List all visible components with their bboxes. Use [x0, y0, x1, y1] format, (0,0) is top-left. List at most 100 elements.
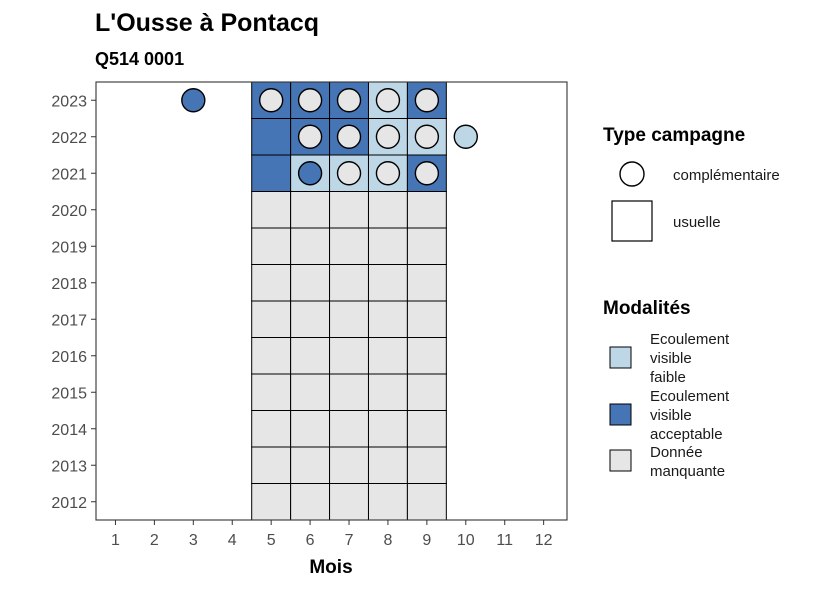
tile-2016-9: [406, 337, 447, 375]
y-tick-label-2012: 2012: [51, 495, 87, 512]
tile-2015-5: [251, 373, 292, 411]
legend-modalites-title: Modalités: [603, 298, 691, 319]
tile-2019-9: [406, 227, 447, 265]
tile-2016-8: [367, 337, 408, 375]
tile-2014-5: [251, 410, 292, 448]
point-2023-7: [336, 88, 362, 113]
tile-2013-9: [406, 446, 447, 484]
point-2023-6: [297, 88, 323, 113]
x-tick-label-12: 12: [535, 532, 553, 549]
chart-title: L'Ousse à Pontacq: [95, 9, 319, 37]
point-2021-6: [297, 161, 323, 186]
x-tick-label-9: 9: [422, 532, 431, 549]
tile-2022-5: [251, 118, 292, 156]
tile-2015-9: [406, 373, 447, 411]
tile-2012-5: [251, 483, 292, 521]
point-2021-9: [414, 161, 440, 186]
tile-2015-7: [329, 373, 369, 411]
tile-2014-6: [290, 410, 331, 448]
y-tick-label-2017: 2017: [51, 312, 87, 329]
tile-2016-5: [251, 337, 292, 375]
tile-2020-5: [251, 191, 292, 229]
tile-2020-8: [367, 191, 408, 229]
legend-type-title: Type campagne: [603, 125, 745, 146]
tile-2015-8: [367, 373, 408, 411]
y-tick-label-2022: 2022: [51, 130, 87, 147]
legend-manquante-line2: manquante: [650, 463, 725, 480]
tile-2021-5: [251, 154, 292, 192]
tile-2019-6: [290, 227, 331, 265]
tile-2014-8: [367, 410, 408, 448]
point-2021-7: [336, 161, 362, 186]
plot-area: [95, 81, 568, 521]
legend-acceptable-line1: Ecoulement: [650, 388, 730, 405]
tile-2013-8: [367, 446, 408, 484]
y-tick-label-2019: 2019: [51, 239, 87, 256]
x-tick-label-7: 7: [345, 532, 354, 549]
legend-faible-line2: visible: [650, 350, 692, 367]
x-axis: 1 2 3 4 5 6 7 8 9 10 11 12: [111, 520, 553, 549]
x-axis-title: Mois: [309, 557, 352, 578]
tile-2018-7: [329, 264, 369, 302]
x-tick-label-2: 2: [150, 532, 159, 549]
point-2021-8: [375, 161, 401, 186]
legend-modalites: Modalités Ecoulement visible faible Ecou…: [603, 298, 730, 480]
tile-2020-9: [406, 191, 447, 229]
tile-2016-7: [329, 337, 369, 375]
tile-2017-5: [251, 300, 292, 338]
legend-acceptable-swatch: [609, 403, 632, 426]
x-tick-label-6: 6: [306, 532, 315, 549]
legend-manquante-line1: Donnée: [650, 444, 703, 461]
legend-acceptable-line2: visible: [650, 407, 692, 424]
tile-2015-6: [290, 373, 331, 411]
point-2022-9: [414, 124, 440, 149]
y-tick-label-2020: 2020: [51, 203, 87, 220]
point-2023-5: [258, 88, 284, 113]
tile-2016-6: [290, 337, 331, 375]
tile-2017-8: [367, 300, 408, 338]
tile-2018-8: [367, 264, 408, 302]
tile-2014-7: [329, 410, 369, 448]
legend-manquante-swatch: [609, 449, 632, 472]
x-tick-label-4: 4: [228, 532, 237, 549]
point-2022-7: [336, 124, 362, 149]
point-2023-3: [181, 88, 206, 113]
legend-faible-swatch: [609, 346, 632, 369]
tile-2012-6: [290, 483, 331, 521]
tile-2019-7: [329, 227, 369, 265]
y-tick-label-2023: 2023: [51, 93, 87, 110]
tile-2017-6: [290, 300, 331, 338]
y-tick-label-2021: 2021: [51, 166, 87, 183]
point-2023-9: [414, 88, 440, 113]
legend-circle-key: [619, 161, 645, 187]
tile-2018-5: [251, 264, 292, 302]
tile-2013-6: [290, 446, 331, 484]
legend-faible-line1: Ecoulement: [650, 331, 730, 348]
y-tick-label-2018: 2018: [51, 276, 87, 293]
tile-2017-9: [406, 300, 447, 338]
y-axis: 2012 2013 2014 2015 2016 2017 2018 2019 2020 2021…: [51, 93, 96, 512]
point-2022-10: [453, 124, 478, 149]
point-2023-8: [375, 88, 401, 113]
tile-2012-8: [367, 483, 408, 521]
tile-2019-8: [367, 227, 408, 265]
legend-type-campagne: Type campagne complémentaire usuelle: [603, 125, 780, 242]
x-tick-label-11: 11: [496, 532, 513, 549]
tile-2018-9: [406, 264, 447, 302]
panel-border: [95, 81, 568, 521]
y-tick-label-2014: 2014: [51, 422, 87, 439]
legend-complementaire-label: complémentaire: [673, 167, 780, 184]
tile-2012-7: [329, 483, 369, 521]
legend-usuelle-label: usuelle: [673, 214, 721, 231]
tile-2020-7: [329, 191, 369, 229]
x-tick-label-1: 1: [111, 532, 120, 549]
legend-acceptable-line3: acceptable: [650, 426, 723, 443]
legend-faible-line3: faible: [650, 369, 686, 386]
chart-subtitle: Q514 0001: [95, 49, 184, 69]
point-2022-8: [375, 124, 401, 149]
point-2022-6: [297, 124, 323, 149]
x-tick-label-10: 10: [457, 532, 475, 549]
tile-2017-7: [329, 300, 369, 338]
x-tick-label-5: 5: [267, 532, 276, 549]
